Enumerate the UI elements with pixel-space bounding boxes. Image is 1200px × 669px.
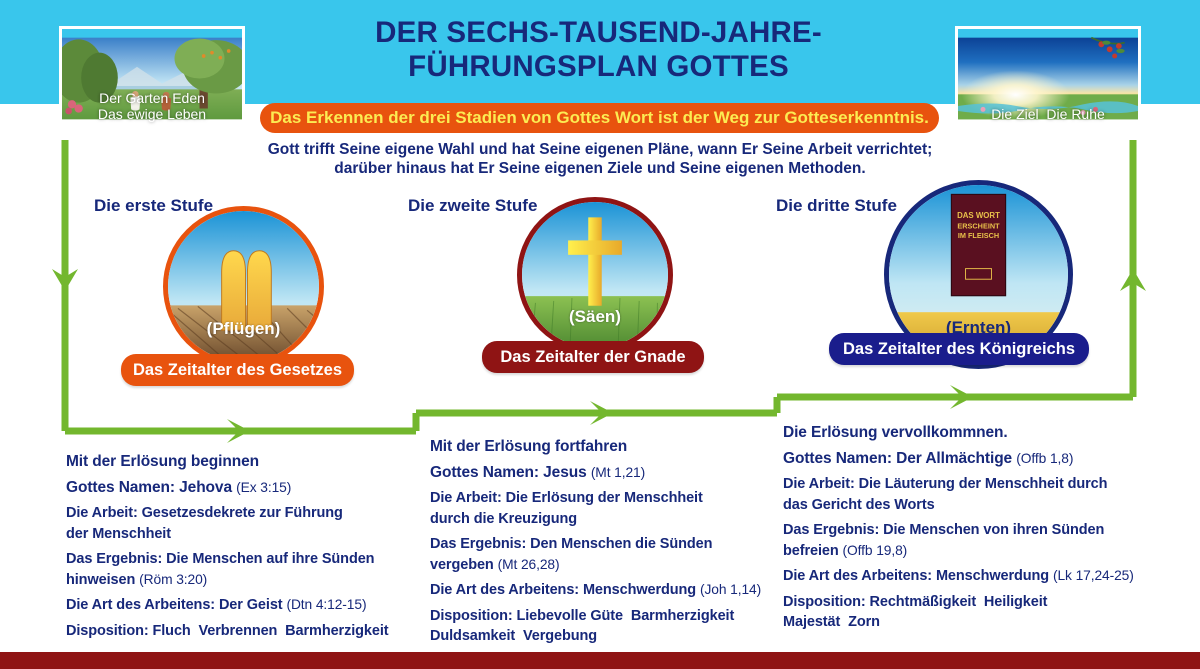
svg-text:IM FLEISCH: IM FLEISCH: [958, 231, 999, 240]
svg-text:DAS WORT: DAS WORT: [957, 211, 1000, 220]
svg-text:ERSCHEINT: ERSCHEINT: [957, 222, 1000, 231]
